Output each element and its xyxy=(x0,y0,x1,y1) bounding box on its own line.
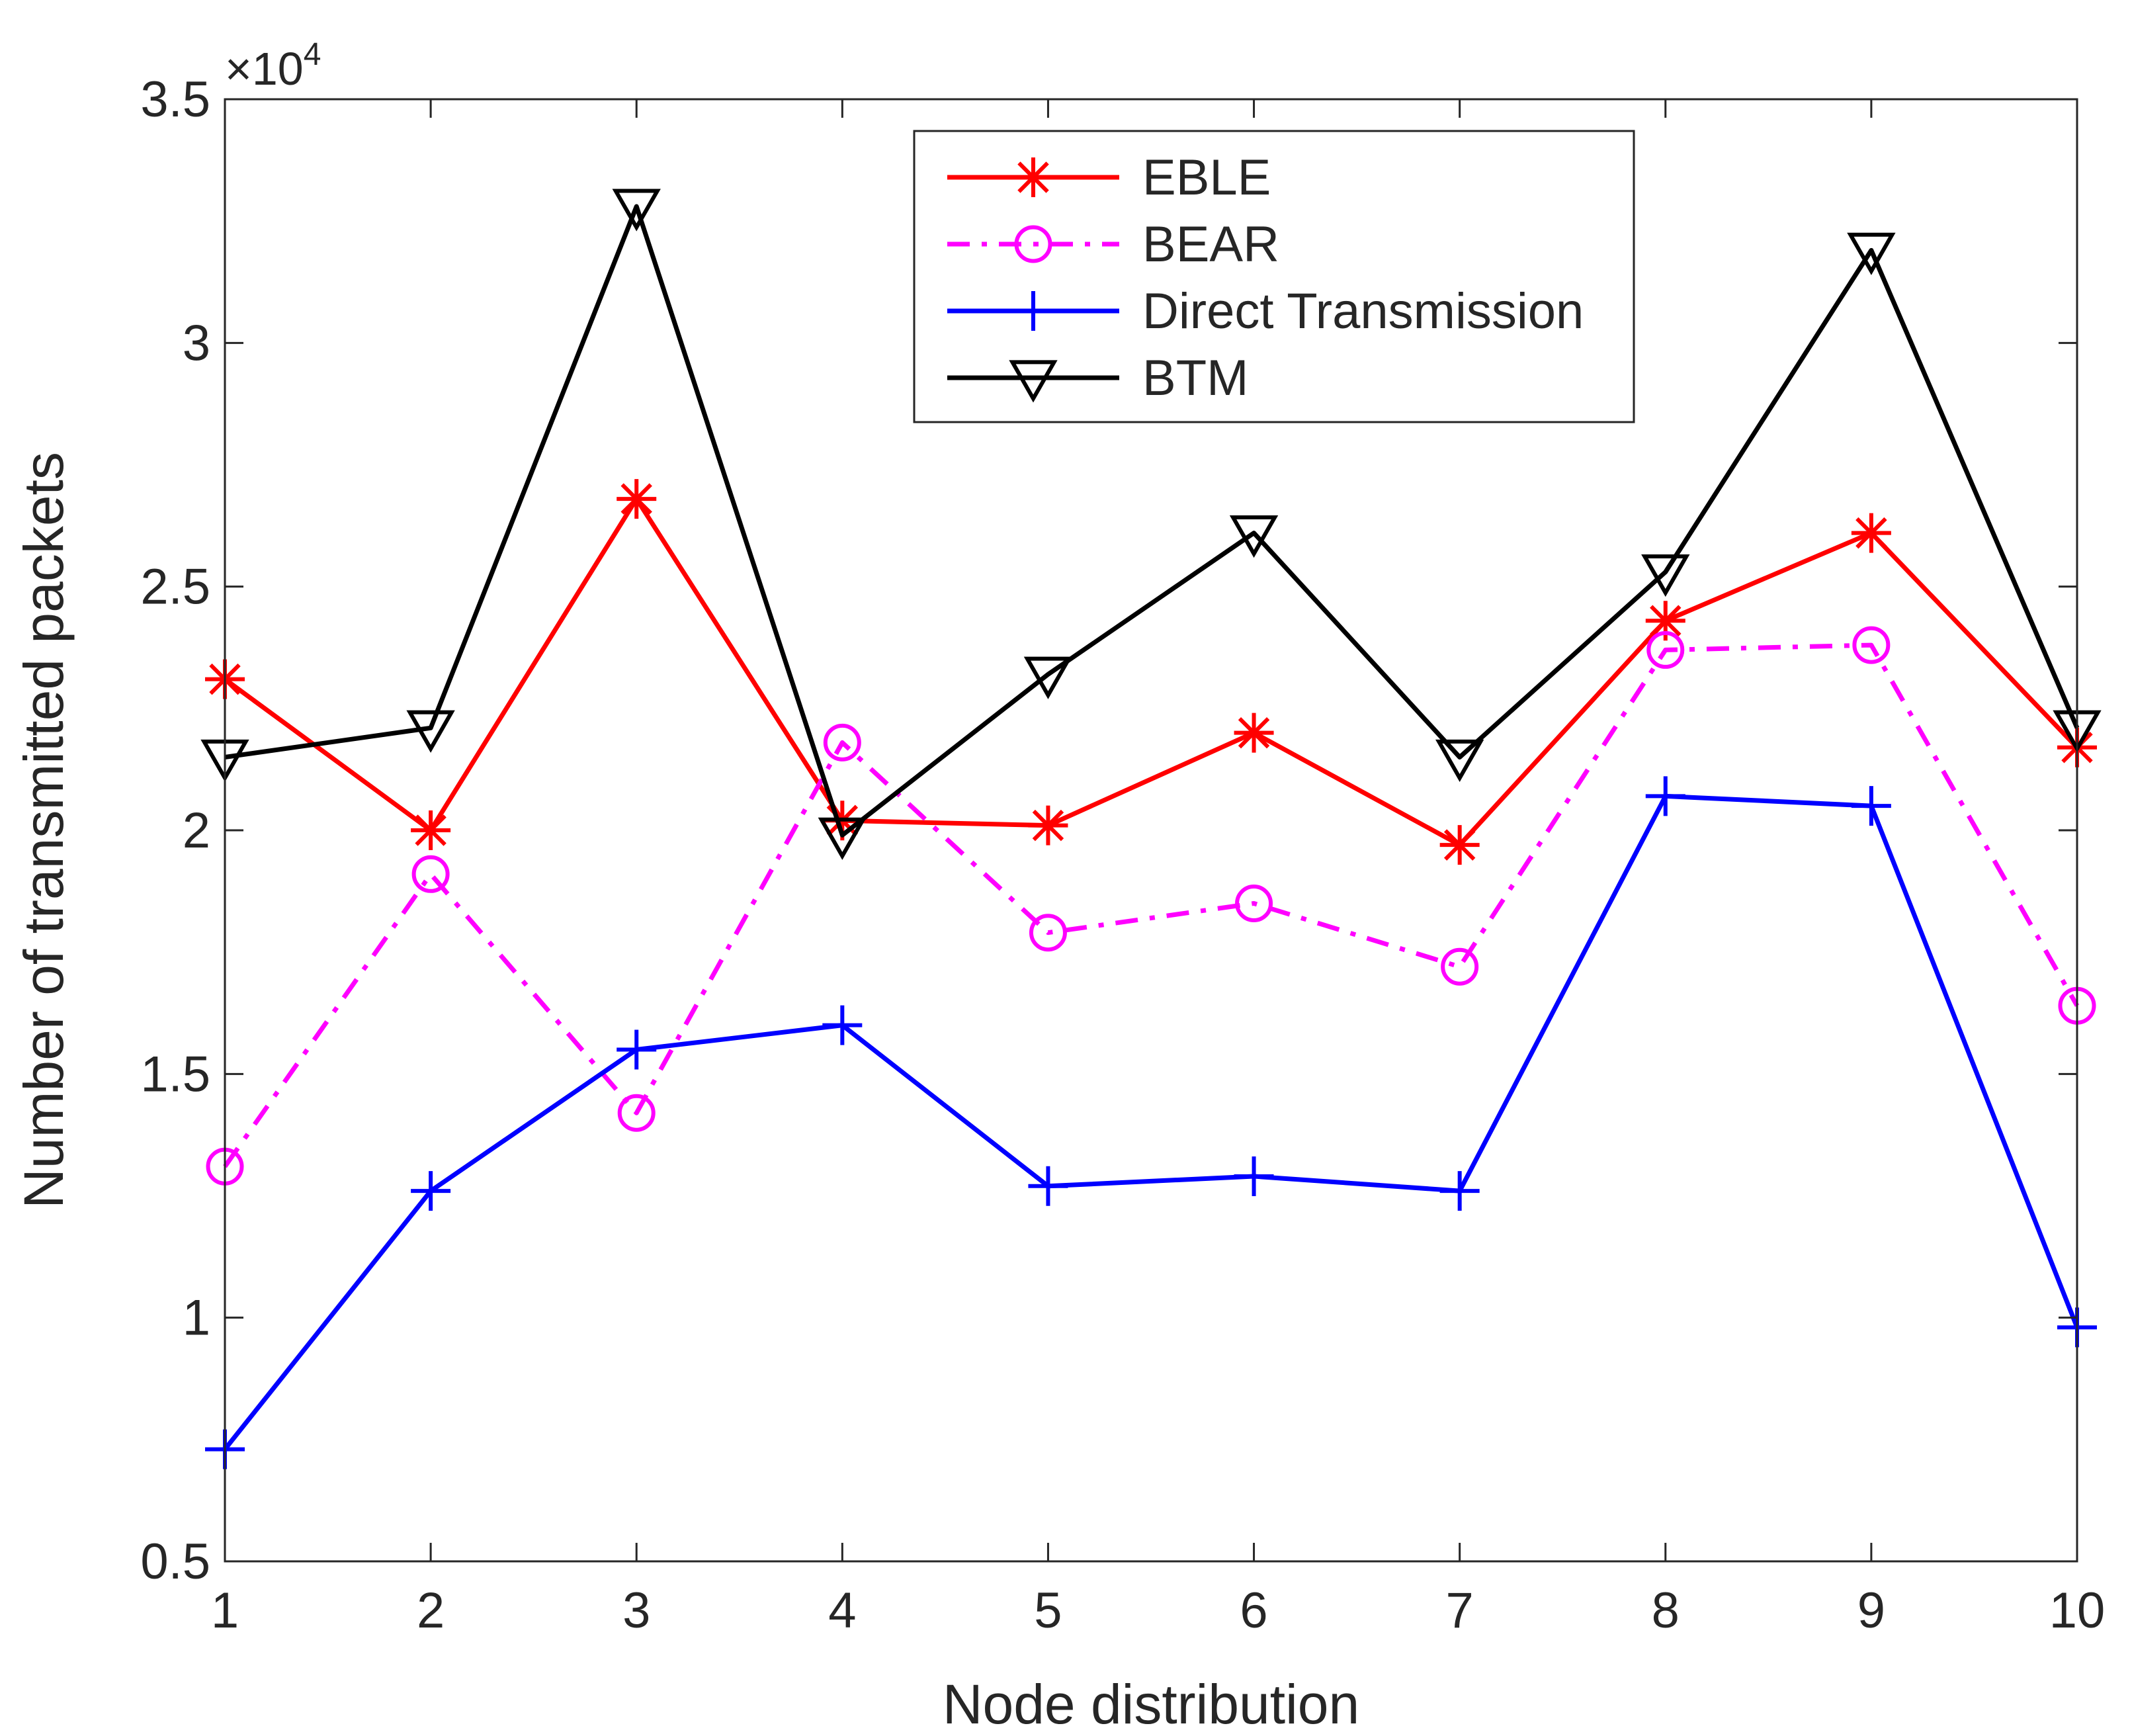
legend-label-bear: BEAR xyxy=(1142,216,1279,273)
x-tick-label-1: 1 xyxy=(211,1583,239,1639)
data-point-eble-8 xyxy=(1645,601,1685,641)
data-point-bear-4 xyxy=(823,723,861,761)
legend-marker-bear xyxy=(1014,225,1052,263)
data-point-btm-5 xyxy=(1023,656,1073,699)
data-point-eble-6 xyxy=(1234,713,1274,753)
exponent-power: 4 xyxy=(304,37,321,72)
data-point-btm-8 xyxy=(1641,554,1690,597)
data-point-direct-transmission-4 xyxy=(822,1005,863,1045)
x-tick-label-5: 5 xyxy=(1034,1583,1062,1639)
data-point-btm-4 xyxy=(818,817,867,860)
series-line-eble xyxy=(223,496,2079,847)
data-point-direct-transmission-6 xyxy=(1234,1156,1274,1197)
y-tick-label-3.5: 3.5 xyxy=(140,71,210,128)
x-tick-label-8: 8 xyxy=(1652,1583,1680,1639)
data-point-eble-2 xyxy=(411,810,451,850)
data-point-direct-transmission-8 xyxy=(1645,776,1685,816)
legend-label-eble: EBLE xyxy=(1142,150,1271,206)
legend-marker-btm xyxy=(1009,360,1058,403)
legend-label-direct-transmission: Direct Transmission xyxy=(1142,283,1584,339)
legend-item-direct-transmission: Direct Transmission xyxy=(947,283,1584,339)
x-tick-label-2: 2 xyxy=(417,1583,445,1639)
data-point-direct-transmission-9 xyxy=(1851,786,1891,826)
y-tick-label-0.5: 0.5 xyxy=(140,1534,210,1590)
x-tick-label-4: 4 xyxy=(828,1583,856,1639)
data-point-bear-6 xyxy=(1235,885,1273,922)
legend-label-btm: BTM xyxy=(1142,350,1248,406)
x-tick-label-9: 9 xyxy=(1857,1583,1885,1639)
data-point-eble-7 xyxy=(1439,825,1480,865)
data-point-bear-5 xyxy=(1029,914,1067,952)
data-point-bear-7 xyxy=(1441,947,1479,986)
exponent-base: ×10 xyxy=(225,43,304,95)
data-point-bear-9 xyxy=(1852,626,1891,664)
series-line-btm xyxy=(224,204,2080,838)
data-point-btm-7 xyxy=(1435,739,1484,783)
y-tick-label-2: 2 xyxy=(183,803,210,859)
data-point-eble-3 xyxy=(617,479,657,519)
data-point-btm-2 xyxy=(406,710,455,753)
data-point-btm-9 xyxy=(1847,232,1896,275)
data-point-bear-8 xyxy=(1646,630,1685,669)
series-line-direct-transmission xyxy=(223,793,2080,1451)
legend: EBLE BEAR Direct Transmission BTM xyxy=(913,130,1635,423)
y-tick-label-3: 3 xyxy=(183,315,210,371)
data-point-direct-transmission-3 xyxy=(617,1029,657,1070)
data-point-btm-3 xyxy=(612,189,661,232)
legend-marker-eble xyxy=(1013,157,1053,197)
plot-layer xyxy=(200,189,2102,1469)
axes-layer: 1 2 3 4 5 6 7 8 9 100.511.522.533.5 xyxy=(140,71,2105,1639)
series-line-bear xyxy=(223,642,2080,1168)
x-tick-label-7: 7 xyxy=(1446,1583,1474,1639)
data-point-direct-transmission-5 xyxy=(1028,1166,1068,1206)
data-point-eble-5 xyxy=(1028,805,1068,846)
x-tick-label-3: 3 xyxy=(622,1583,650,1639)
data-point-direct-transmission-7 xyxy=(1439,1171,1480,1211)
legend-marker-direct-transmission xyxy=(1013,291,1053,331)
data-point-eble-9 xyxy=(1851,513,1891,553)
y-axis-exponent-label: ×104 xyxy=(225,37,321,95)
legend-item-eble: EBLE xyxy=(947,150,1271,206)
data-point-bear-3 xyxy=(617,1094,656,1132)
data-point-btm-6 xyxy=(1229,515,1279,558)
y-tick-label-1.5: 1.5 xyxy=(140,1046,210,1102)
legend-item-btm: BTM xyxy=(947,350,1248,406)
data-point-direct-transmission-2 xyxy=(411,1171,451,1211)
y-axis-label: Number of transmitted packets xyxy=(13,452,75,1209)
x-axis-label: Node distribution xyxy=(943,1673,1359,1735)
data-point-bear-2 xyxy=(411,855,450,893)
series-btm xyxy=(200,189,2102,860)
y-tick-label-1: 1 xyxy=(183,1290,210,1346)
x-tick-label-10: 10 xyxy=(2049,1583,2106,1639)
y-tick-label-2.5: 2.5 xyxy=(140,559,210,615)
legend-item-bear: BEAR xyxy=(947,216,1279,273)
x-tick-label-6: 6 xyxy=(1240,1583,1267,1639)
